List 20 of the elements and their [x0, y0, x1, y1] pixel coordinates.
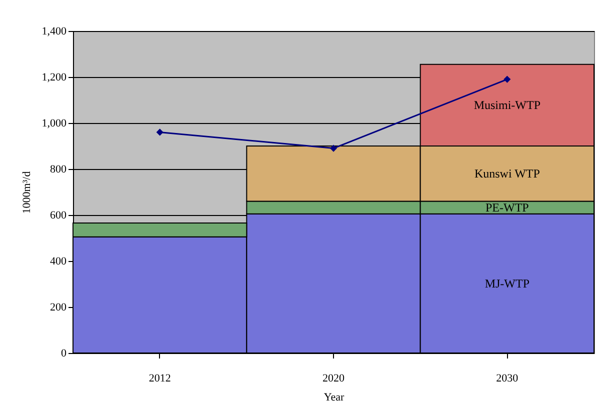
y-tick-label: 600 [50, 210, 67, 222]
y-tick-label: 200 [50, 302, 67, 314]
y-tick-label: 800 [50, 164, 67, 176]
x-tick-label: 2012 [148, 372, 171, 384]
y-tick-label: 1,000 [42, 118, 67, 130]
point [330, 144, 338, 152]
x-axis-title: Year [324, 392, 344, 404]
y-tick-label: 400 [50, 256, 67, 268]
y-tick-label: 1,200 [42, 72, 67, 84]
x-tick-label: 2030 [496, 372, 519, 384]
y-axis-title: 1000m³/d [20, 170, 33, 214]
series-label: PE-WTP [485, 200, 530, 215]
series-label: Musimi-WTP [474, 98, 541, 112]
series-label: MJ-WTP [484, 276, 530, 290]
series-label: Kunswi WTP [474, 166, 540, 181]
y-tick-label: 1,400 [42, 26, 67, 38]
point [156, 128, 164, 136]
x-tick-label: 2020 [322, 372, 345, 384]
y-tick-label: 0 [61, 348, 67, 360]
point [504, 76, 511, 83]
